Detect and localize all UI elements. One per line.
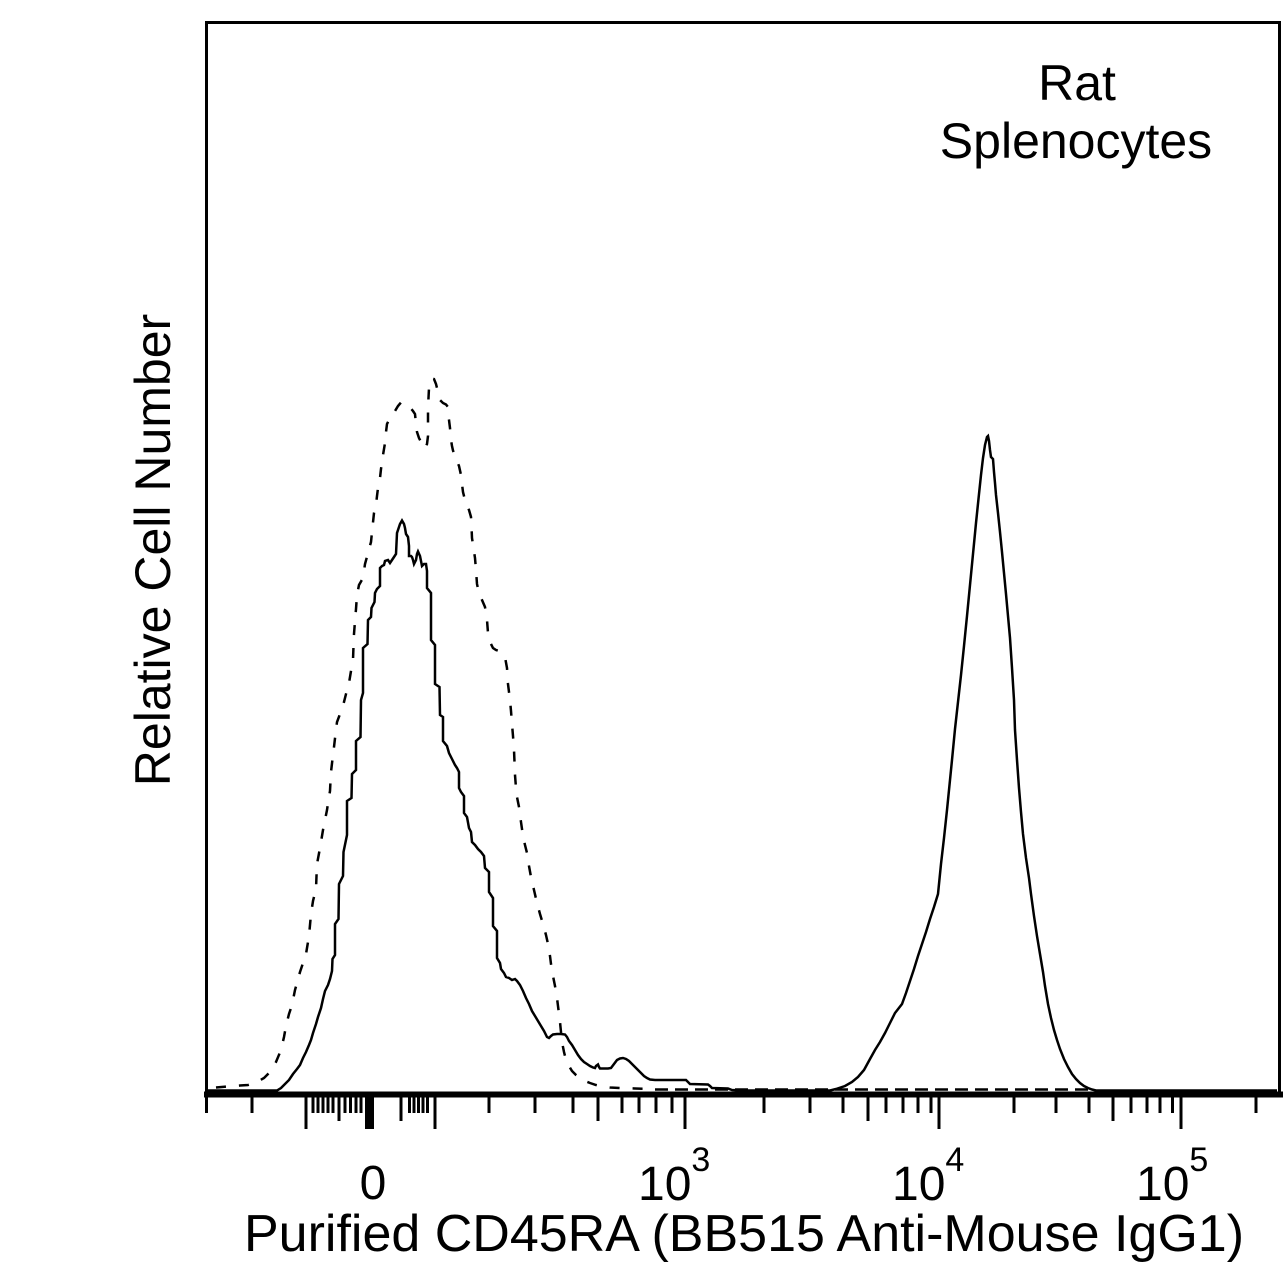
svg-text:Splenocytes: Splenocytes — [940, 113, 1212, 169]
svg-text:0: 0 — [360, 1157, 387, 1210]
svg-text:Relative Cell Number: Relative Cell Number — [125, 314, 181, 786]
svg-text:Rat: Rat — [1038, 55, 1116, 111]
svg-text:Purified CD45RA (BB515 Anti-Mo: Purified CD45RA (BB515 Anti-Mouse IgG1) — [244, 1205, 1244, 1263]
